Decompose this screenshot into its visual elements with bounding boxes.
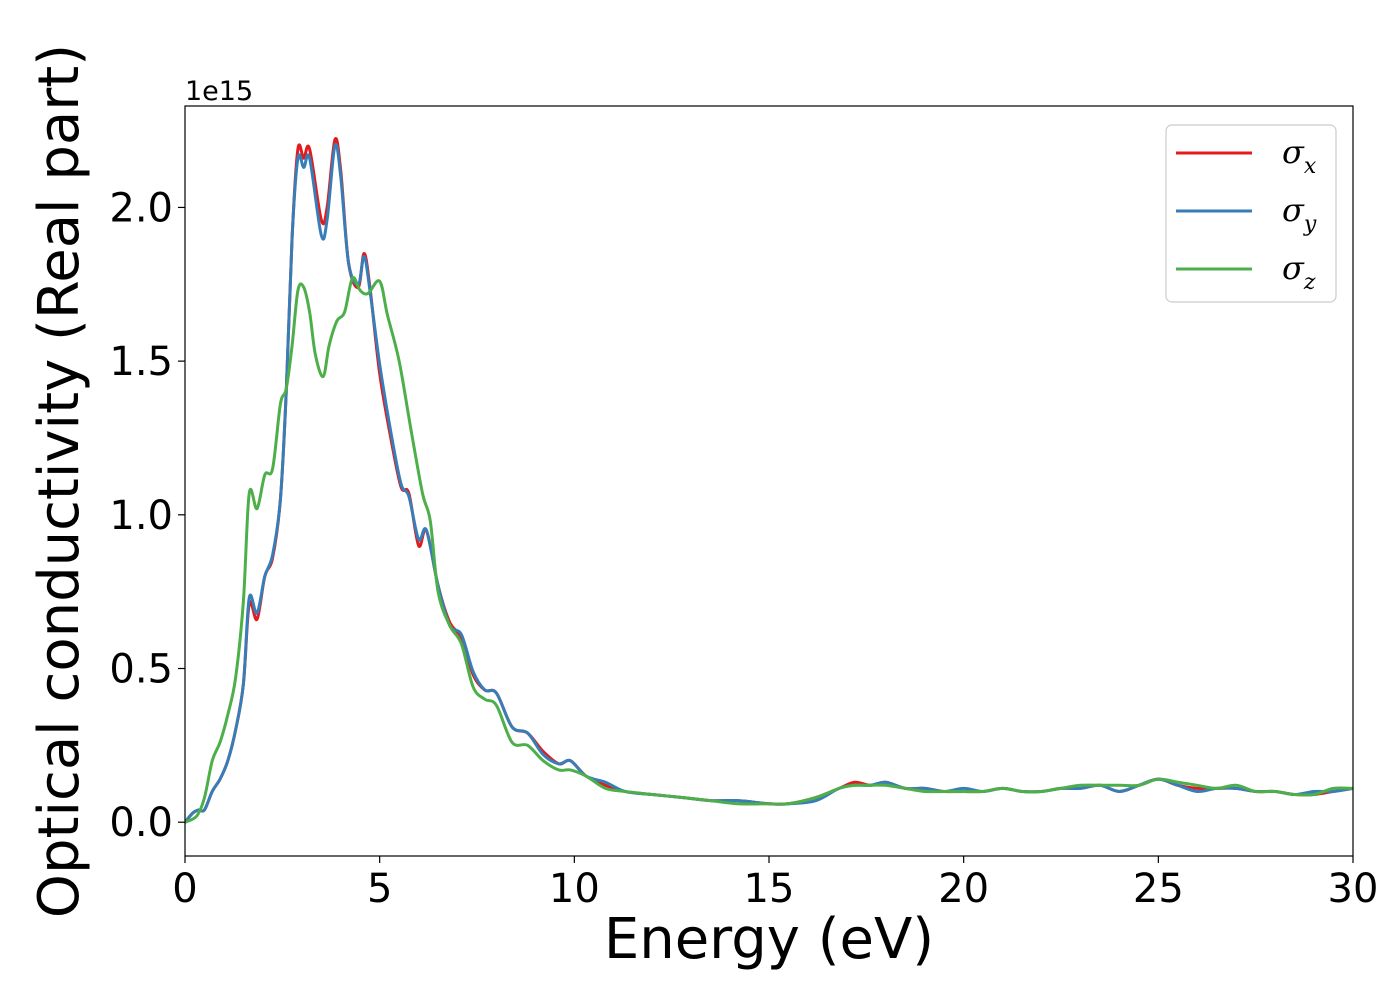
legend-box bbox=[1165, 124, 1337, 303]
x-tick-label: 5 bbox=[367, 866, 392, 912]
series-group bbox=[185, 137, 1353, 824]
x-tick-label: 25 bbox=[1133, 866, 1184, 912]
y-tick-label: 1.5 bbox=[109, 339, 173, 385]
y-tick-label: 2.0 bbox=[109, 185, 173, 231]
y-tick-label: 0.5 bbox=[109, 647, 173, 693]
y-tick-label: 1.0 bbox=[109, 493, 173, 539]
x-tick-label: 10 bbox=[549, 866, 600, 912]
y-offset-label: 1e15 bbox=[185, 76, 253, 107]
y-axis-label: Optical conductivity (Real part) bbox=[27, 44, 92, 918]
x-axis-label: Energy (eV) bbox=[604, 907, 934, 972]
x-axis-ticks: 0 5 10 15 20 25 30 bbox=[172, 856, 1378, 912]
series-line-sigma-y bbox=[185, 142, 1353, 824]
x-tick-label: 0 bbox=[172, 866, 197, 912]
x-tick-label: 30 bbox=[1328, 866, 1379, 912]
x-tick-label: 15 bbox=[744, 866, 795, 912]
y-tick-label: 0.0 bbox=[109, 800, 173, 846]
series-line-sigma-z bbox=[185, 276, 1353, 824]
x-tick-label: 20 bbox=[938, 866, 989, 912]
y-axis-ticks: 0.0 0.5 1.0 1.5 2.0 bbox=[109, 185, 185, 846]
